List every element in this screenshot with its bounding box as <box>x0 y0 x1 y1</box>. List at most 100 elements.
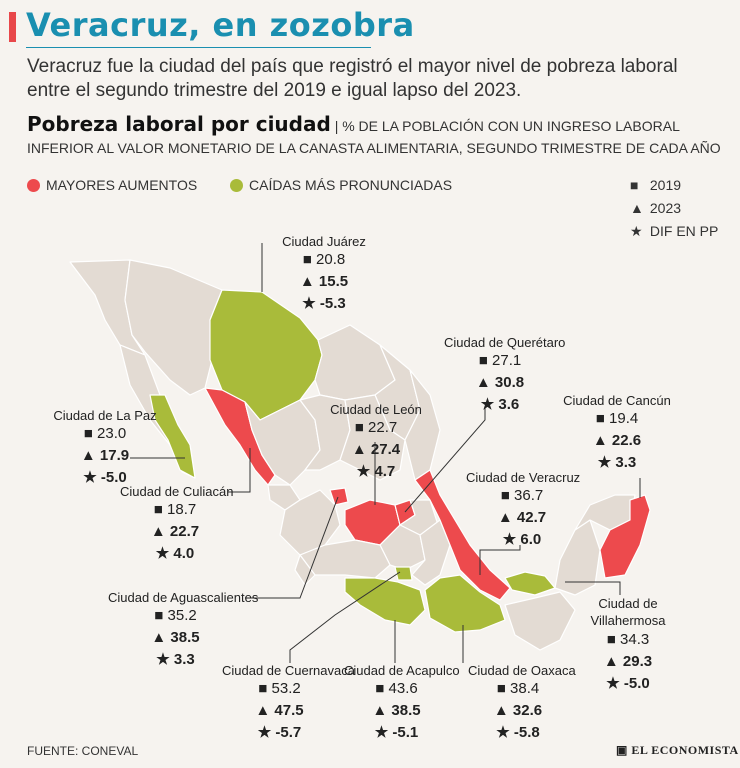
value-diff: ★ 4.0 <box>155 545 195 562</box>
state-sonora <box>124 259 223 396</box>
city-name: Ciudad de Oaxaca <box>468 663 576 678</box>
leader-veracruz <box>479 545 521 575</box>
value-2019: ■ 27.1 <box>478 352 522 369</box>
value-2023: ▲ 30.8 <box>475 374 525 391</box>
title-underline <box>26 47 371 48</box>
value-2019: ■ 38.4 <box>496 680 540 697</box>
region-la-paz <box>149 394 196 479</box>
callout-villahermosa: Ciudad de Villahermosa ■ 34.3 ▲ 29.3 ★ -… <box>588 595 668 695</box>
city-name: Ciudad de Querétaro <box>444 335 566 350</box>
value-diff: ★ -5.3 <box>302 295 346 312</box>
key-diff: ★ DIF EN PP <box>630 223 718 240</box>
leader-aguascalientes <box>245 496 339 599</box>
city-name: Ciudad de Veracruz <box>466 470 581 485</box>
square-icon: ■ <box>630 177 639 193</box>
value-diff: ★ 3.6 <box>480 396 520 413</box>
state-san-luis-potosi <box>339 394 406 481</box>
value-diff: ★ -5.8 <box>496 724 540 741</box>
value-2019: ■ 36.7 <box>500 487 544 504</box>
leader-cuernavaca <box>289 571 401 663</box>
value-2023: ▲ 32.6 <box>493 702 543 719</box>
value-2019: ■ 23.0 <box>83 425 127 442</box>
value-2023: ▲ 17.9 <box>80 447 130 464</box>
page-subtitle: Veracruz fue la ciudad del país que regi… <box>27 56 678 101</box>
value-diff: ★ 6.0 <box>502 531 542 548</box>
brand-text: EL ECONOMISTA <box>631 743 739 757</box>
state-jalisco <box>279 489 341 556</box>
state-chiapas <box>504 591 576 651</box>
chart-description: | % DE LA POBLACIÓN CON UN INGRESO LABOR… <box>27 118 721 156</box>
value-diff: ★ 4.7 <box>356 463 396 480</box>
callout-leon: Ciudad de León ■ 22.7 ▲ 27.4 ★ 4.7 <box>328 402 424 483</box>
state-campeche <box>554 519 601 596</box>
callout-queretaro: Ciudad de Querétaro ■ 27.1 ▲ 30.8 ★ 3.6 <box>444 335 566 416</box>
value-2019: ■ 18.7 <box>153 501 197 518</box>
region-veracruz <box>414 469 511 601</box>
city-name: Ciudad de Villahermosa <box>590 596 666 628</box>
callout-lapaz: Ciudad de La Paz ■ 23.0 ▲ 17.9 ★ -5.0 <box>50 408 160 489</box>
title-accent-bar <box>9 12 16 42</box>
city-name: Ciudad de Aguascalientes <box>108 590 259 605</box>
source-note: FUENTE: CONEVAL <box>27 744 139 758</box>
key-diff-label: DIF EN PP <box>649 223 719 239</box>
value-2019: ■ 43.6 <box>375 680 418 697</box>
key-2019: ■ 2019 <box>630 177 681 193</box>
state-michoacan <box>299 539 391 579</box>
leader-queretaro <box>404 408 486 513</box>
callout-veracruz: Ciudad de Veracruz ■ 36.7 ▲ 42.7 ★ 6.0 <box>466 470 581 551</box>
increase-swatch <box>27 179 40 192</box>
city-name: Ciudad de Cancún <box>563 393 671 408</box>
key-2019-label: 2019 <box>649 177 682 193</box>
chart-title: Pobreza laboral por ciudad <box>27 112 331 136</box>
callout-cancun: Ciudad de Cancún ■ 19.4 ▲ 22.6 ★ 3.3 <box>562 393 672 474</box>
value-2023: ▲ 27.4 <box>351 441 401 458</box>
value-2023: ▲ 22.6 <box>592 432 642 449</box>
value-2019: ■ 19.4 <box>595 410 639 427</box>
region-cancun <box>599 494 651 579</box>
star-icon: ★ <box>630 223 643 239</box>
triangle-icon: ▲ <box>630 200 644 216</box>
brand-logo: ▣ EL ECONOMISTA <box>616 743 739 757</box>
key-2023: ▲ 2023 <box>630 200 681 216</box>
value-2019: ■ 35.2 <box>154 607 197 624</box>
state-zacatecas <box>299 394 351 471</box>
value-2023: ▲ 42.7 <box>497 509 547 526</box>
value-2023: ▲ 15.5 <box>299 273 349 290</box>
callout-cuernavaca: Ciudad de Cuernavaca ■ 53.2 ▲ 47.5 ★ -5.… <box>222 663 355 744</box>
callout-juarez: Ciudad Juárez ■ 20.8 ▲ 15.5 ★ -5.3 <box>268 234 380 315</box>
region-aguascalientes <box>329 487 349 506</box>
city-name: Ciudad Juárez <box>282 234 366 249</box>
key-2023-label: 2023 <box>649 200 682 216</box>
leader-culiacan <box>228 448 251 493</box>
legend-decrease: CAÍDAS MÁS PRONUNCIADAS <box>230 177 452 193</box>
value-2019: ■ 20.8 <box>302 251 346 268</box>
value-diff: ★ -5.0 <box>83 469 127 486</box>
chart-heading: Pobreza laboral por ciudad | % DE LA POB… <box>27 113 727 159</box>
region-oaxaca <box>424 574 506 633</box>
leader-villahermosa <box>565 581 621 595</box>
value-2023: ▲ 38.5 <box>372 702 421 719</box>
legend-increase: MAYORES AUMENTOS <box>27 177 197 193</box>
value-diff: ★ -5.1 <box>374 724 419 741</box>
decrease-label: CAÍDAS MÁS PRONUNCIADAS <box>249 177 453 193</box>
value-diff: ★ 3.3 <box>156 651 195 668</box>
value-2019: ■ 53.2 <box>258 680 301 697</box>
callout-oaxaca: Ciudad de Oaxaca ■ 38.4 ▲ 32.6 ★ -5.8 <box>468 663 576 744</box>
city-name: Ciudad de Culiacán <box>120 484 234 499</box>
region-cuernavaca <box>394 566 413 581</box>
value-2019: ■ 34.3 <box>606 631 650 648</box>
value-2023: ▲ 22.7 <box>150 523 200 540</box>
value-2023: ▲ 29.3 <box>603 653 653 670</box>
region-villahermosa <box>504 571 556 596</box>
value-2023: ▲ 47.5 <box>255 702 304 719</box>
value-diff: ★ -5.0 <box>606 675 650 692</box>
city-name: Ciudad de Cuernavaca <box>222 663 355 678</box>
page-title: Veracruz, en zozobra <box>26 6 415 44</box>
value-2023: ▲ 38.5 <box>151 629 200 646</box>
city-name: Ciudad de La Paz <box>53 408 157 423</box>
city-name: Ciudad de Acapulco <box>344 663 460 678</box>
callout-aguascalientes: Ciudad de Aguascalientes ■ 35.2 ▲ 38.5 ★… <box>108 590 259 671</box>
value-diff: ★ 3.3 <box>597 454 637 471</box>
callout-culiacan: Ciudad de Culiacán ■ 18.7 ▲ 22.7 ★ 4.0 <box>120 484 234 565</box>
